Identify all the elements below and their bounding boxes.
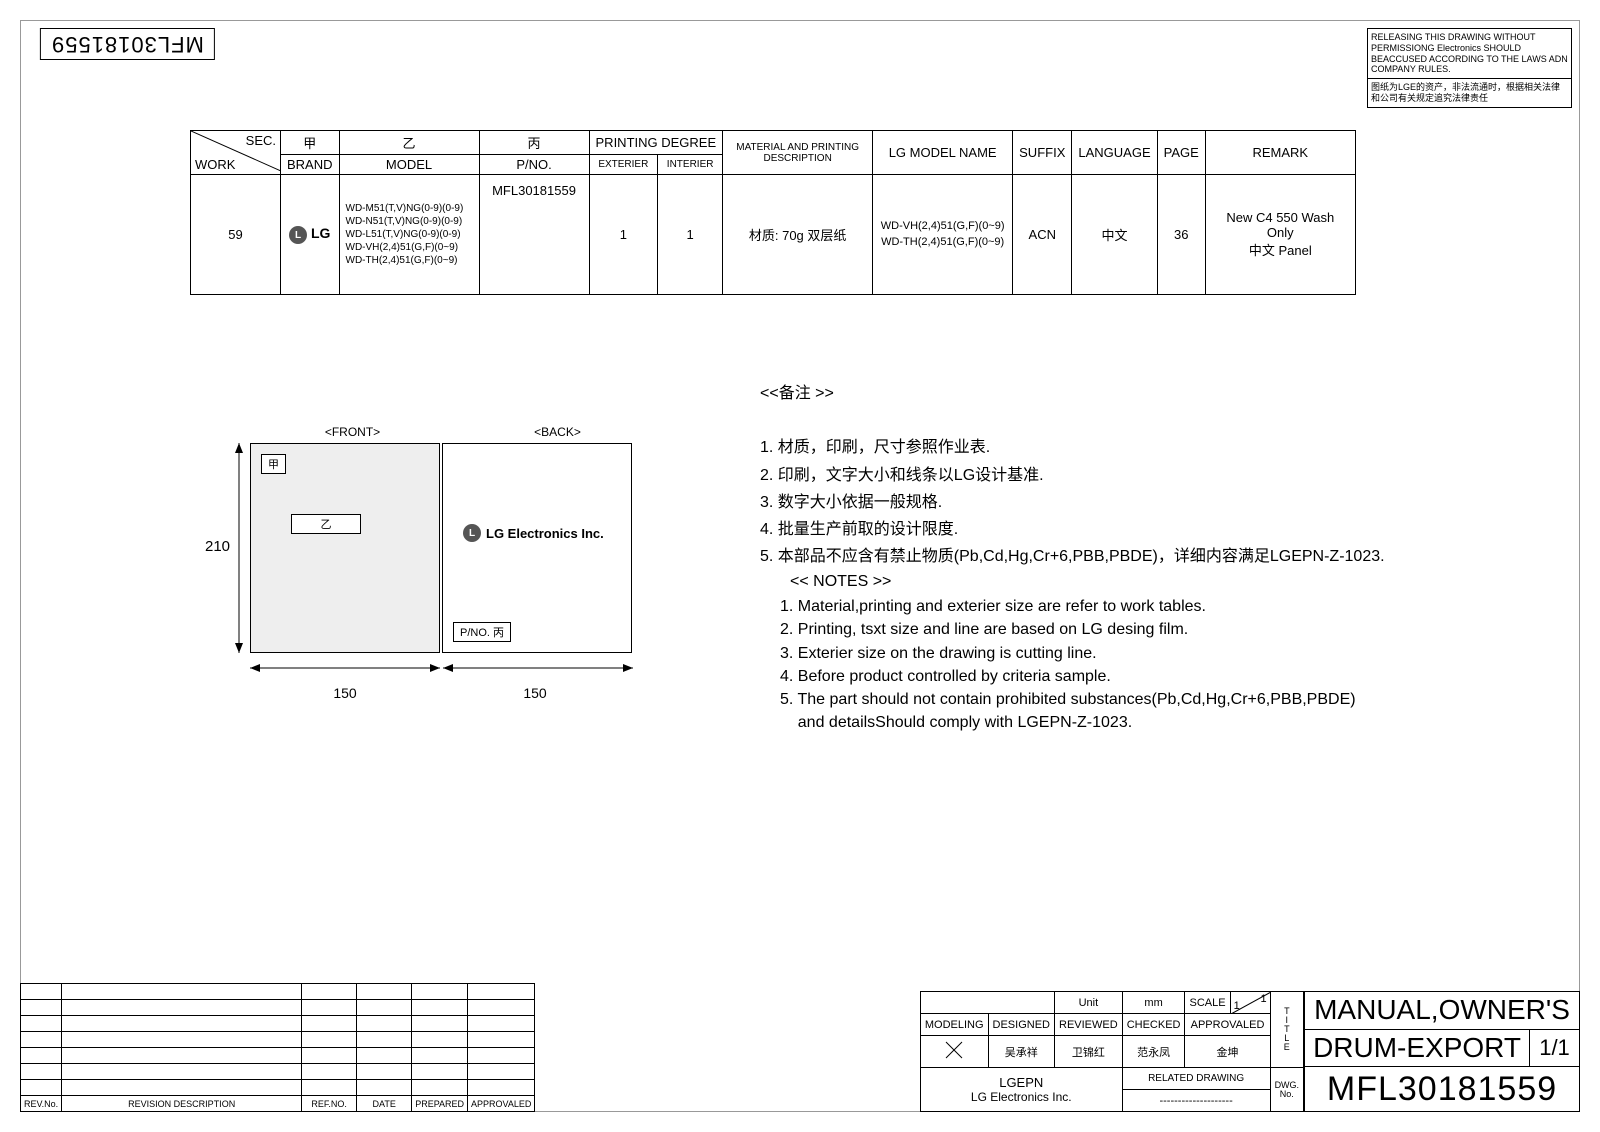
spec-table: SEC. WORK 甲 乙 丙 PRINTING DEGREE MATERIAL… [190,130,1356,295]
rev-header-approvaled: APPROVALED [468,1096,535,1112]
data-material: 材质: 70g 双层纸 [723,175,873,295]
data-suffix: ACN [1013,175,1072,295]
notes-english: << NOTES >> 1. Material,printing and ext… [780,570,1356,734]
tb-scale: SCALE [1185,992,1230,1014]
legal-notice: RELEASING THIS DRAWING WITHOUT PERMISSIO… [1367,28,1572,108]
tb-title1: MANUAL,OWNER'S [1305,992,1580,1030]
tb-reviewed: REVIEWED [1055,1014,1123,1036]
tb-approvaled: APPROVALED [1185,1014,1270,1036]
tb-designer: 吴承祥 [988,1036,1054,1068]
notes-en-1: 1. Material,printing and exterier size a… [780,595,1356,618]
data-remark: New C4 550 Wash Only 中文 Panel [1205,175,1355,295]
header-printing-degree: PRINTING DEGREE [589,131,723,155]
tb-mm: mm [1122,992,1185,1014]
label-jia: 甲 [261,454,286,474]
legal-cn: 图纸为LGE的资产，非法流通时，根据相关法律和公司有关规定追究法律责任 [1368,79,1571,107]
dimension-diagram: <FRONT> <BACK> 210 甲 乙 L LG Electronics … [190,425,660,701]
data-language: 中文 [1072,175,1157,295]
tb-modeling: MODELING [920,1014,988,1036]
dim-width1: 150 [250,685,440,701]
rev-header-date: DATE [357,1096,412,1112]
data-page: 36 [1157,175,1205,295]
header-pno: P/NO. [479,155,589,175]
notes-en-5b: and detailsShould comply with LGEPN-Z-10… [780,711,1356,734]
rev-header-no: REV.No. [21,1096,62,1112]
notes-en-title: << NOTES >> [790,570,1356,593]
tb-reviewer: 卫锦红 [1055,1036,1123,1068]
data-exterier: 1 [589,175,658,295]
data-brand: L LG [281,175,340,295]
back-panel: L LG Electronics Inc. P/NO. 丙 [442,443,632,653]
header-page: PAGE [1157,131,1205,175]
lg-logo-icon: L [463,524,481,542]
data-interier: 1 [658,175,723,295]
tb-pageno: 1/1 [1530,1029,1580,1067]
notes-en-3: 3. Exterier size on the drawing is cutti… [780,642,1356,665]
label-front: <FRONT> [250,425,455,439]
tb-related: RELATED DRAWING [1122,1068,1270,1090]
tb-scale-val: 1 1 [1230,992,1270,1014]
tb-related-val: -------------------- [1122,1090,1270,1112]
tb-approver: 金坤 [1185,1036,1270,1068]
notes-en-5: 5. The part should not contain prohibite… [780,688,1356,711]
header-yi: 乙 [339,131,479,155]
notes-cn-1: 1. 材质，印刷，尺寸参照作业表. [760,434,1385,461]
header-lgmodel: LG MODEL NAME [873,131,1013,175]
tb-modeling-val [920,1036,988,1068]
label-back: <BACK> [455,425,660,439]
header-jia: 甲 [281,131,340,155]
notes-cn-2: 2. 印刷，文字大小和线条以LG设计基准. [760,462,1385,489]
tb-designed: DESIGNED [988,1014,1054,1036]
tb-title-vert: TITLE [1270,992,1304,1068]
header-suffix: SUFFIX [1013,131,1072,175]
data-lgmodel: WD-VH(2,4)51(G,F)(0~9) WD-TH(2,4)51(G,F)… [873,175,1013,295]
header-brand: BRAND [281,155,340,175]
dim-width2: 150 [440,685,630,701]
tb-title2: DRUM-EXPORT [1305,1029,1530,1067]
header-remark: REMARK [1205,131,1355,175]
label-pno-bing: P/NO. 丙 [453,622,511,642]
notes-cn-3: 3. 数字大小依据一般规格. [760,489,1385,516]
header-material: MATERIAL AND PRINTING DESCRIPTION [723,131,873,175]
tb-lgepn-cell: LGEPN LG Electronics Inc. [920,1068,1122,1112]
header-bing: 丙 [479,131,589,155]
header-language: LANGUAGE [1072,131,1157,175]
header-model: MODEL [339,155,479,175]
data-pno: MFL30181559 [479,175,589,295]
title-block-right: MANUAL,OWNER'S DRUM-EXPORT 1/1 MFL301815… [1304,991,1580,1112]
tb-dwgnum: MFL30181559 [1305,1067,1580,1112]
notes-en-4: 4. Before product controlled by criteria… [780,665,1356,688]
tb-unit: Unit [1055,992,1123,1014]
tb-checked: CHECKED [1122,1014,1185,1036]
lg-electronics-text: L LG Electronics Inc. [463,524,604,542]
rev-header-refno: REF.NO. [302,1096,357,1112]
legal-en: RELEASING THIS DRAWING WITHOUT PERMISSIO… [1368,29,1571,79]
notes-cn-title: <<备注 >> [760,380,1385,407]
sec-work-cell: SEC. WORK [191,131,281,175]
data-work: 59 [191,175,281,295]
notes-cn-4: 4. 批量生产前取的设计限度. [760,516,1385,543]
notes-en-2: 2. Printing, tsxt size and line are base… [780,618,1356,641]
tb-checker: 范永凤 [1122,1036,1185,1068]
notes-cn-5: 5. 本部品不应含有禁止物质(Pb,Cd,Hg,Cr+6,PBB,PBDE)，详… [760,543,1385,570]
label-yi: 乙 [291,514,361,534]
lg-logo-icon: L [289,226,307,244]
title-block: Unit mm SCALE 1 1 TITLE MODELING DESIGNE… [920,991,1580,1112]
header-interier: INTERIER [658,155,723,175]
data-models: WD-M51(T,V)NG(0-9)(0-9) WD-N51(T,V)NG(0-… [339,175,479,295]
notes-chinese: <<备注 >> 1. 材质，印刷，尺寸参照作业表. 2. 印刷，文字大小和线条以… [760,380,1385,570]
document-id-rotated: MFL30181559 [40,28,215,60]
title-block-left: Unit mm SCALE 1 1 TITLE MODELING DESIGNE… [920,991,1304,1112]
rev-header-desc: REVISION DESCRIPTION [62,1096,302,1112]
revision-table: REV.No. REVISION DESCRIPTION REF.NO. DAT… [20,983,535,1112]
tb-dwgno-label: DWG. No. [1270,1068,1304,1112]
header-exterier: EXTERIER [589,155,658,175]
front-panel: 甲 乙 [250,443,440,653]
rev-header-prepared: PREPARED [412,1096,468,1112]
